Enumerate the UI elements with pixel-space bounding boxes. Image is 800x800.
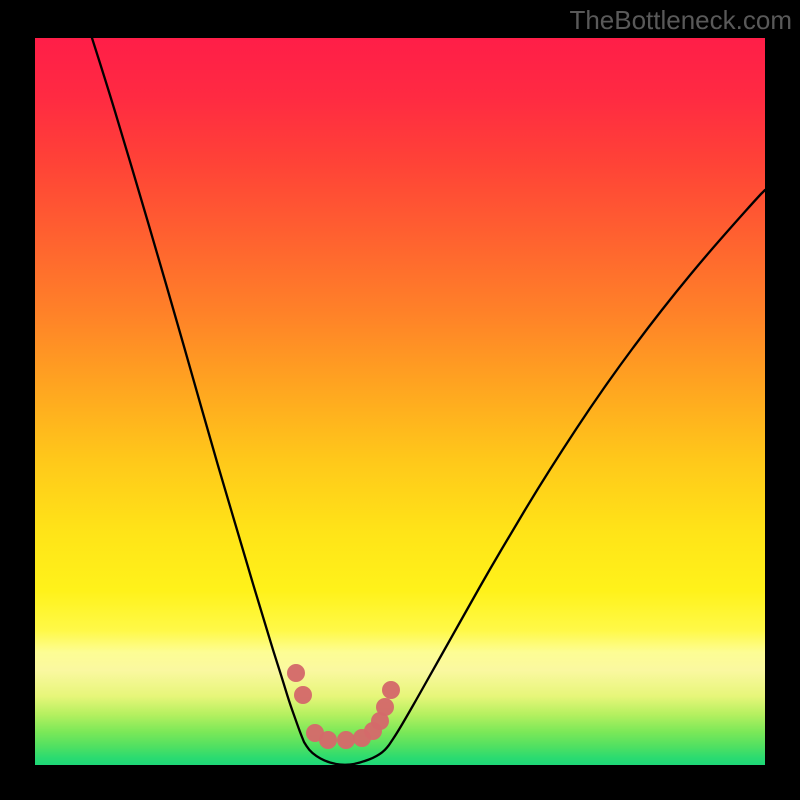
gradient-background bbox=[35, 38, 765, 765]
plot-svg bbox=[35, 38, 765, 765]
marker-dot bbox=[319, 731, 337, 749]
plot-area bbox=[35, 38, 765, 765]
watermark-label: TheBottleneck.com bbox=[569, 5, 792, 36]
marker-dot bbox=[376, 698, 394, 716]
marker-dot bbox=[294, 686, 312, 704]
marker-dot bbox=[382, 681, 400, 699]
marker-dot bbox=[287, 664, 305, 682]
chart-canvas: TheBottleneck.com bbox=[0, 0, 800, 800]
marker-dot bbox=[337, 731, 355, 749]
